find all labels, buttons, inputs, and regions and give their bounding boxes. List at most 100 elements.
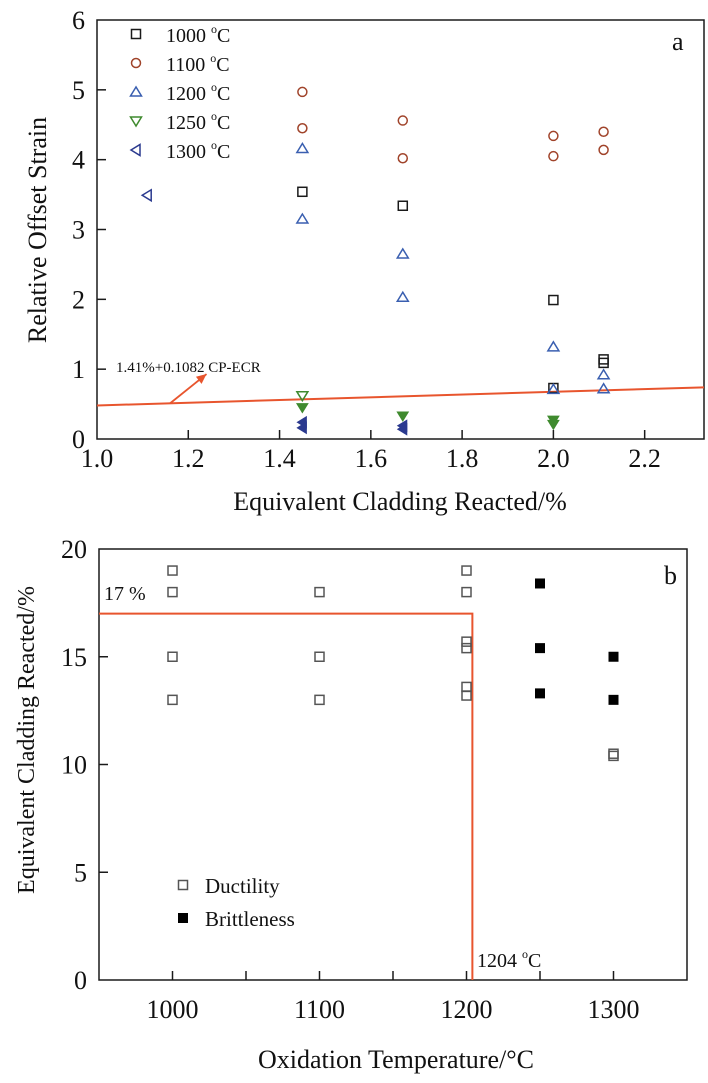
- y-tick-label: 10: [61, 751, 87, 780]
- data-point: [548, 294, 559, 306]
- data-point: [167, 586, 178, 598]
- data-point: [295, 403, 309, 414]
- ecr-limit-label: 17 %: [104, 583, 146, 605]
- data-point: [295, 390, 310, 403]
- legend-marker: [130, 57, 142, 69]
- data-point: [295, 212, 310, 224]
- legend-label: 1100 oC: [166, 51, 230, 76]
- x-tick-label: 1.6: [355, 444, 388, 473]
- temp-limit-degree: o: [522, 947, 528, 961]
- temp-limit-value: 1204: [477, 950, 522, 972]
- x-tick-label: 1.2: [172, 444, 205, 473]
- panel-b-legend: Ductility Brittleness: [177, 874, 295, 931]
- legend-item: 1000 oC: [130, 22, 230, 47]
- legend-label: Ductility: [205, 874, 280, 898]
- legend-item: Brittleness: [178, 907, 295, 931]
- x-tick-label: 1.0: [81, 444, 114, 473]
- data-point: [546, 340, 561, 352]
- y-tick-label: 0: [72, 425, 85, 454]
- data-point: [167, 651, 178, 662]
- data-point: [167, 694, 178, 706]
- legend-item: Ductility: [177, 874, 280, 898]
- data-point: [397, 153, 409, 164]
- panel-b-points: [167, 565, 619, 762]
- data-point: [596, 382, 611, 394]
- panel-a: 1.0 1.2 1.4 1.6 1.8 2.0 2.2 0 1 2 3 4 5 6 1000 oC 110…: [23, 6, 705, 516]
- y-tick-label: 5: [74, 858, 87, 887]
- data-point: [535, 578, 545, 589]
- data-point: [397, 200, 409, 212]
- legend-label: 1000 oC: [166, 22, 230, 47]
- data-point: [396, 422, 408, 436]
- panel-a-x-axis-label: Equivalent Cladding Reacted/%: [233, 487, 567, 516]
- data-point: [297, 186, 308, 198]
- legend-item: 1100 oC: [130, 51, 230, 76]
- acceptance-limit-line: [99, 612, 474, 980]
- x-tick-label: 1000: [147, 995, 199, 1024]
- data-point: [598, 126, 609, 137]
- data-point: [546, 419, 560, 431]
- x-tick-label: 1300: [588, 995, 640, 1024]
- legend-marker: [129, 116, 143, 128]
- data-point: [395, 247, 410, 259]
- data-point: [461, 565, 472, 576]
- panel-a-y-axis-label: Relative Offset Strain: [23, 117, 52, 343]
- data-point: [596, 368, 611, 380]
- data-point: [461, 681, 472, 693]
- data-point: [395, 290, 410, 302]
- x-tick-label: 1200: [441, 995, 493, 1024]
- legend-label: 1300 oC: [166, 138, 230, 163]
- panel-b-label: b: [664, 561, 677, 590]
- legend-item: 1300 oC: [129, 138, 230, 163]
- legend-label: Brittleness: [205, 907, 295, 931]
- temp-limit-label: 1204 oC: [477, 947, 541, 972]
- legend-label: 1250 oC: [166, 109, 230, 134]
- data-point: [296, 421, 307, 435]
- data-point: [598, 144, 609, 156]
- data-point: [297, 86, 308, 98]
- data-point: [140, 188, 152, 203]
- data-point: [598, 357, 609, 369]
- data-point: [396, 411, 410, 422]
- legend-marker: [129, 143, 141, 157]
- y-tick-label: 3: [72, 216, 85, 245]
- x-tick-label: 2.0: [537, 444, 570, 473]
- y-tick-label: 6: [72, 6, 85, 35]
- x-tick-label: 2.2: [628, 444, 661, 473]
- data-point: [314, 586, 325, 598]
- legend-marker: [130, 28, 142, 40]
- data-point: [297, 122, 308, 134]
- panel-a-y-ticks: 0 1 2 3 4 5 6: [72, 6, 106, 454]
- legend-item: 1200 oC: [129, 80, 230, 105]
- data-point: [314, 651, 325, 662]
- data-point: [608, 651, 619, 662]
- y-tick-label: 4: [72, 146, 85, 175]
- data-point: [535, 643, 545, 654]
- panel-a-x-ticks: 1.0 1.2 1.4 1.6 1.8 2.0 2.2: [81, 430, 661, 473]
- temp-limit-unit: C: [528, 950, 541, 972]
- panel-a-legend: 1000 oC 1100 oC 1200 oC 1250 oC 1300 oC: [129, 22, 230, 163]
- panel-b-y-ticks: 0 5 10 15 20: [61, 535, 108, 995]
- data-point: [546, 382, 561, 395]
- data-point: [548, 150, 559, 162]
- data-point: [461, 690, 472, 701]
- x-tick-label: 1100: [294, 995, 345, 1024]
- threshold-line: [96, 386, 705, 407]
- threshold-annotation: 1.41%+0.1082 CP-ECR: [116, 360, 261, 376]
- data-point: [461, 586, 472, 598]
- data-point: [608, 750, 619, 762]
- data-point: [608, 694, 619, 705]
- y-tick-label: 15: [61, 643, 87, 672]
- legend-marker: [177, 879, 189, 891]
- legend-label: 1200 oC: [166, 80, 230, 105]
- data-point: [397, 115, 409, 126]
- legend-item: 1250 oC: [129, 109, 230, 134]
- data-point: [295, 142, 310, 154]
- panel-a-lines: [96, 373, 705, 407]
- y-tick-label: 20: [61, 535, 87, 564]
- x-tick-label: 1.8: [446, 444, 479, 473]
- y-tick-label: 0: [74, 966, 87, 995]
- legend-marker: [129, 85, 143, 97]
- panel-b-y-axis-label: Equivalent Cladding Reacted/%: [14, 586, 40, 894]
